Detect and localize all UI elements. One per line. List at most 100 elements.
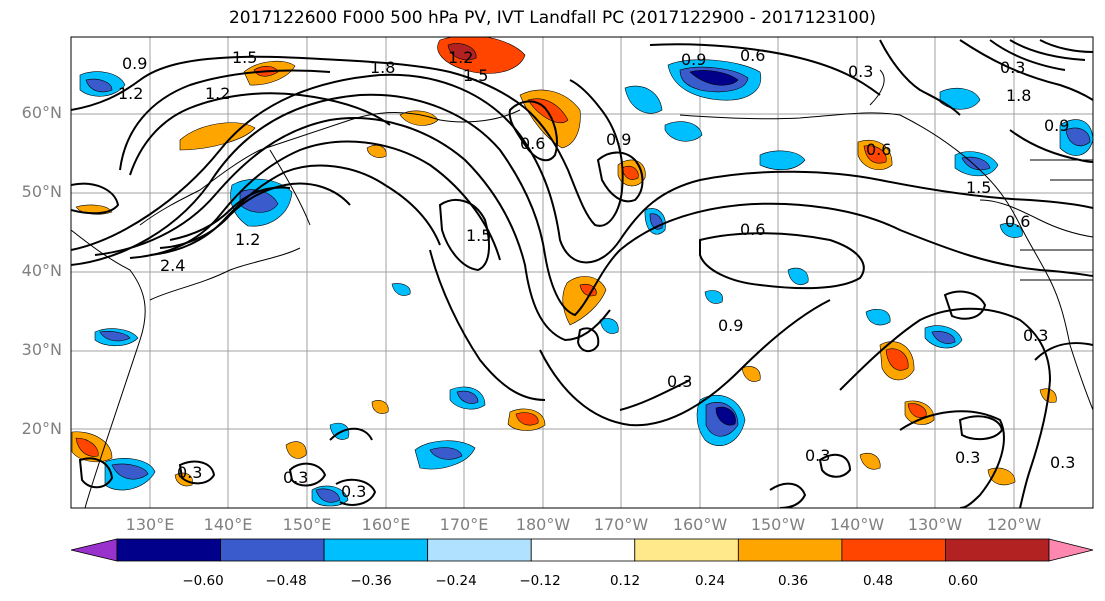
lon-label-150e: 150°E bbox=[282, 515, 332, 534]
contour-label: 1.8 bbox=[370, 58, 396, 77]
pos-blob bbox=[741, 366, 761, 382]
neg-blob bbox=[599, 318, 619, 334]
colorbar-bin bbox=[841, 538, 946, 562]
pos-blob bbox=[371, 400, 389, 414]
contour-label: 1.8 bbox=[1006, 86, 1032, 105]
contour-label: 0.9 bbox=[681, 50, 707, 69]
cb-tick-0.36: 0.36 bbox=[777, 573, 809, 589]
cb-tick--0.48: −0.48 bbox=[265, 573, 307, 589]
contour-label: 0.3 bbox=[667, 372, 693, 391]
pos-blob bbox=[179, 122, 256, 151]
contour-label: 0.6 bbox=[740, 220, 766, 239]
contour-label: 0.3 bbox=[341, 482, 367, 501]
neg-blob-core bbox=[931, 331, 956, 344]
lon-label-170e: 170°E bbox=[439, 515, 489, 534]
neg-blob bbox=[939, 87, 981, 110]
lon-label-140e: 140°E bbox=[203, 515, 253, 534]
colorbar-bin bbox=[634, 538, 739, 562]
contour-label: 0.6 bbox=[1005, 212, 1031, 231]
contour-label: 0.6 bbox=[866, 140, 892, 159]
pos-blob-core bbox=[907, 403, 927, 418]
neg-blob bbox=[787, 267, 809, 285]
lat-label-30n: 30°N bbox=[21, 340, 62, 359]
lat-label-60n: 60°N bbox=[21, 103, 62, 122]
neg-blob bbox=[999, 222, 1023, 238]
lat-label-20n: 20°N bbox=[21, 419, 62, 438]
contour-label: 0.9 bbox=[718, 316, 744, 335]
lat-label-40n: 40°N bbox=[21, 261, 62, 280]
neg-blob-core bbox=[315, 488, 341, 503]
neg-blob-core bbox=[456, 390, 479, 404]
map-frame bbox=[70, 36, 1094, 509]
colorbar-bin bbox=[945, 538, 1050, 562]
cb-tick--0.60: −0.60 bbox=[182, 573, 224, 589]
colorbar-bin bbox=[116, 538, 221, 562]
pos-blob bbox=[285, 441, 307, 459]
lon-label-130e: 130°E bbox=[125, 515, 175, 534]
cb-tick--0.24: −0.24 bbox=[435, 573, 477, 589]
figure-title: 2017122600 F000 500 hPa PV, IVT Landfall… bbox=[228, 8, 876, 28]
colorbar-bin bbox=[737, 538, 843, 562]
colorbar bbox=[70, 538, 1094, 562]
contour-label: 1.5 bbox=[232, 48, 258, 67]
cb-tick--0.36: −0.36 bbox=[350, 573, 392, 589]
cb-tick-0.12: 0.12 bbox=[609, 573, 641, 589]
pos-blob bbox=[859, 452, 881, 470]
lon-label-130w: 130°W bbox=[907, 515, 963, 534]
lon-label-120w: 120°W bbox=[986, 515, 1042, 534]
pos-blob-core bbox=[75, 437, 99, 457]
neg-blob-core bbox=[111, 463, 149, 480]
neg-blob-core bbox=[715, 406, 736, 426]
contour-label: 1.5 bbox=[463, 66, 489, 85]
neg-blob bbox=[704, 290, 723, 304]
pos-blob-core bbox=[515, 412, 539, 426]
neg-blob-core bbox=[85, 78, 113, 93]
colorbar-extend-low bbox=[70, 538, 118, 562]
neg-blob-core bbox=[1065, 127, 1091, 146]
pos-blob-core bbox=[621, 166, 639, 180]
neg-blob-core bbox=[429, 447, 463, 460]
contour-label: 1.2 bbox=[118, 84, 144, 103]
lon-label-180w: 180°W bbox=[515, 515, 571, 534]
pos-blob bbox=[562, 276, 607, 326]
lon-label-160w: 160°W bbox=[672, 515, 728, 534]
contour-label: 1.5 bbox=[466, 226, 492, 245]
cb-tick-0.24: 0.24 bbox=[694, 573, 726, 589]
lon-label-170w: 170°W bbox=[593, 515, 649, 534]
neg-blob bbox=[865, 309, 891, 326]
contour-label: 1.2 bbox=[448, 48, 474, 67]
cb-tick-0.60: 0.60 bbox=[947, 573, 979, 589]
contour-label: 2.4 bbox=[160, 256, 186, 275]
pos-blob-core bbox=[579, 283, 597, 297]
lon-label-150w: 150°W bbox=[750, 515, 806, 534]
map-layers bbox=[71, 37, 1093, 508]
contour-label: 0.9 bbox=[122, 54, 148, 73]
pv-contours bbox=[71, 39, 1093, 508]
contour-label: 1.2 bbox=[205, 84, 231, 103]
cb-tick-0.48: 0.48 bbox=[862, 573, 894, 589]
neg-blob bbox=[759, 150, 806, 170]
contour-label: 0.3 bbox=[1050, 453, 1076, 472]
contour-label: 1.2 bbox=[235, 230, 261, 249]
pos-blob bbox=[366, 144, 387, 158]
coastlines bbox=[71, 69, 1093, 508]
neg-blob bbox=[624, 85, 663, 114]
neg-blob-core bbox=[99, 331, 131, 342]
colorbar-bin bbox=[323, 538, 429, 562]
contour-label: 0.6 bbox=[740, 46, 766, 65]
colorbar-bin bbox=[530, 538, 636, 562]
lat-label-50n: 50°N bbox=[21, 182, 62, 201]
cb-tick--0.12: −0.12 bbox=[519, 573, 561, 589]
contour-label: 0.3 bbox=[805, 446, 831, 465]
contour-label: 0.3 bbox=[955, 448, 981, 467]
graticule bbox=[71, 37, 1093, 508]
lon-label-140w: 140°W bbox=[829, 515, 885, 534]
contour-label: 0.3 bbox=[848, 62, 874, 81]
contour-label: 0.3 bbox=[283, 468, 309, 487]
colorbar-bin bbox=[220, 538, 325, 562]
contour-label: 0.3 bbox=[1023, 326, 1049, 345]
contour-label: 0.3 bbox=[1000, 58, 1026, 77]
contour-label: 0.9 bbox=[1044, 116, 1070, 135]
pos-blob-core bbox=[447, 43, 477, 61]
